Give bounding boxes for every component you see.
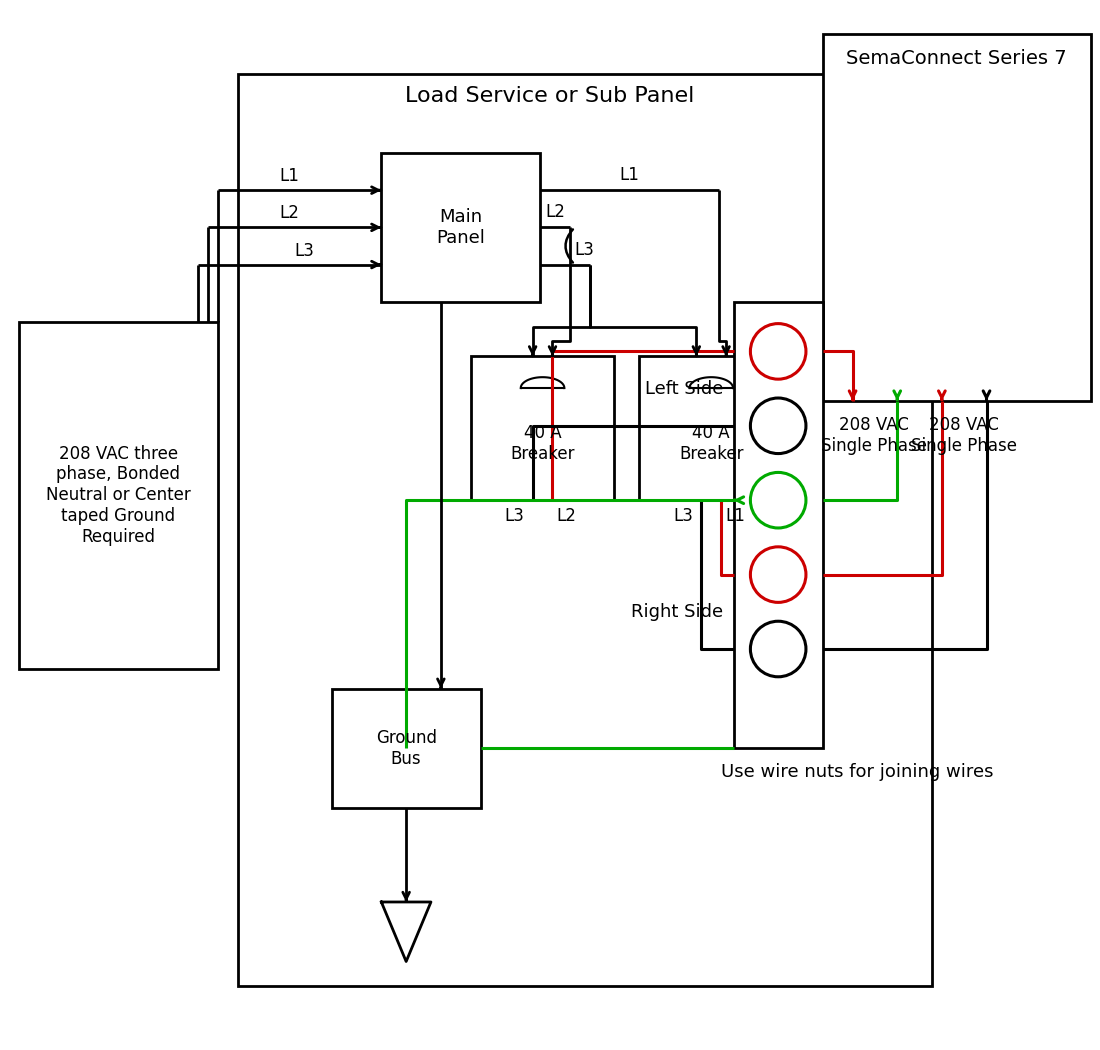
Text: L2: L2	[279, 205, 299, 223]
Bar	[734, 301, 823, 749]
Text: 208 VAC
Single Phase: 208 VAC Single Phase	[911, 416, 1016, 455]
Text: L1: L1	[279, 167, 299, 185]
Text: Use wire nuts for joining wires: Use wire nuts for joining wires	[722, 763, 993, 781]
Text: Ground
Bus: Ground Bus	[376, 729, 437, 768]
Bar	[238, 74, 932, 986]
Text: L2: L2	[544, 204, 565, 222]
Bar	[382, 153, 540, 301]
Text: 40 A
Breaker: 40 A Breaker	[510, 424, 575, 463]
Circle shape	[750, 323, 806, 379]
Text: L3: L3	[575, 240, 595, 258]
Bar	[639, 356, 783, 500]
Text: 208 VAC three
phase, Bonded
Neutral or Center
taped Ground
Required: 208 VAC three phase, Bonded Neutral or C…	[46, 444, 190, 546]
Text: Load Service or Sub Panel: Load Service or Sub Panel	[405, 85, 695, 105]
Text: 40 A
Breaker: 40 A Breaker	[679, 424, 744, 463]
Text: L3: L3	[673, 507, 693, 525]
Text: Left Side: Left Side	[646, 380, 724, 398]
Bar	[471, 356, 615, 500]
Text: L3: L3	[295, 242, 315, 259]
Bar	[823, 34, 1091, 401]
Text: L3: L3	[505, 507, 525, 525]
Text: Main
Panel: Main Panel	[437, 208, 485, 247]
Text: L1: L1	[725, 507, 745, 525]
Bar	[332, 689, 481, 807]
Circle shape	[750, 547, 806, 603]
Text: L2: L2	[557, 507, 576, 525]
Text: SemaConnect Series 7: SemaConnect Series 7	[846, 48, 1067, 68]
Text: L1: L1	[619, 166, 639, 184]
Circle shape	[750, 472, 806, 528]
Circle shape	[750, 622, 806, 677]
Text: Right Side: Right Side	[631, 603, 724, 621]
Bar	[19, 321, 218, 669]
Text: 208 VAC
Single Phase: 208 VAC Single Phase	[822, 416, 927, 455]
Circle shape	[750, 398, 806, 454]
